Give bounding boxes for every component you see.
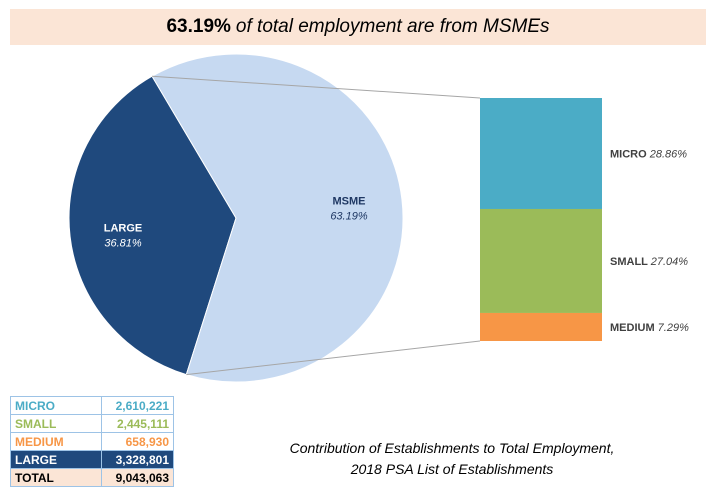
table-cell-value: 2,610,221 — [101, 396, 174, 415]
pie-value-msme: 63.19% — [330, 210, 368, 222]
connector-line-top — [152, 75, 481, 99]
title-highlight: 63.19% — [166, 16, 231, 37]
chart-title: 63.19% of total employment are from MSME… — [10, 9, 706, 45]
table-cell-label: LARGE — [10, 450, 102, 469]
pie-label-large: LARGE — [104, 223, 143, 235]
table-cell-label: TOTAL — [10, 468, 102, 487]
bar-label-name-small: SMALL — [610, 256, 651, 268]
bar-segment-medium — [480, 312, 602, 341]
bar-segment-small — [480, 208, 602, 313]
table-row: TOTAL 9,043,063 — [10, 468, 174, 487]
table-cell-label: SMALL — [10, 414, 102, 433]
bar-label-name-micro: MICRO — [610, 148, 650, 160]
caption-line-2: 2018 PSA List of Establishments — [350, 461, 554, 477]
pie-slice-msme — [151, 53, 404, 383]
table-row: LARGE 3,328,801 — [10, 450, 174, 469]
bar-label-small: SMALL 27.04% — [610, 256, 688, 268]
bar-segment-micro — [480, 98, 602, 209]
bar-label-medium: MEDIUM 7.29% — [610, 322, 689, 334]
table-cell-value: 3,328,801 — [101, 450, 174, 469]
pie-value-large: 36.81% — [104, 238, 142, 250]
table-cell-value: 2,445,111 — [101, 414, 174, 433]
pie-label-msme: MSME — [332, 195, 365, 207]
table-cell-value: 658,930 — [101, 432, 174, 451]
bar-label-micro: MICRO 28.86% — [610, 148, 687, 160]
table-row: MEDIUM 658,930 — [10, 432, 174, 451]
title-text: of total employment are from MSMEs — [235, 16, 550, 37]
caption-line-1: Contribution of Establishments to Total … — [289, 440, 615, 456]
chart-caption: Contribution of Establishments to Total … — [232, 438, 672, 480]
table-row: SMALL 2,445,111 — [10, 414, 174, 433]
bar-label-value-medium: 7.29% — [658, 322, 689, 334]
table-cell-label: MEDIUM — [10, 432, 102, 451]
bar-label-name-medium: MEDIUM — [610, 322, 658, 334]
bar-label-value-micro: 28.86% — [649, 148, 688, 160]
bar-label-value-small: 27.04% — [650, 256, 689, 268]
summary-table: MICRO 2,610,221 SMALL 2,445,111 MEDIUM 658,93… — [10, 396, 174, 487]
pie-slice-large — [68, 75, 237, 376]
connector-line-bottom — [186, 340, 481, 376]
table-cell-label: MICRO — [10, 396, 102, 415]
table-row: MICRO 2,610,221 — [10, 396, 174, 415]
table-cell-value: 9,043,063 — [101, 468, 174, 487]
